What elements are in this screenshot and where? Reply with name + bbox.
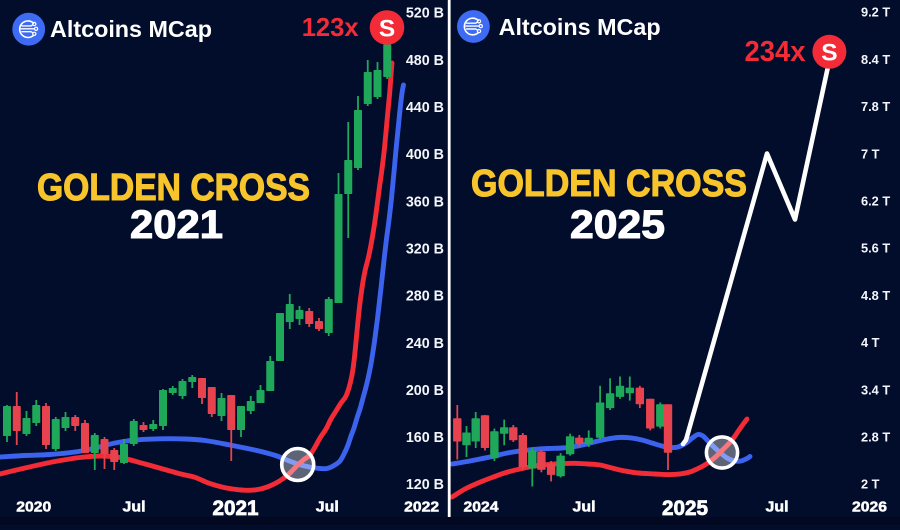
- svg-text:240 B: 240 B: [406, 336, 444, 352]
- svg-text:Jul: Jul: [123, 500, 146, 516]
- svg-text:S: S: [379, 15, 395, 42]
- svg-text:2021: 2021: [213, 496, 259, 520]
- svg-text:7 T: 7 T: [861, 146, 880, 161]
- svg-text:5.6 T: 5.6 T: [861, 241, 890, 256]
- svg-text:GOLDEN CROSS: GOLDEN CROSS: [471, 163, 747, 205]
- svg-text:2025: 2025: [570, 203, 665, 247]
- svg-text:7.8 T: 7.8 T: [861, 99, 890, 114]
- svg-text:2025: 2025: [662, 496, 708, 520]
- svg-text:6.2 T: 6.2 T: [861, 194, 890, 209]
- svg-text:4.8 T: 4.8 T: [861, 288, 890, 303]
- svg-text:234x: 234x: [745, 36, 806, 68]
- svg-text:3.4 T: 3.4 T: [861, 382, 890, 397]
- svg-text:280 B: 280 B: [406, 289, 444, 305]
- svg-text:Altcoins MCap: Altcoins MCap: [499, 14, 661, 40]
- svg-text:4 T: 4 T: [861, 335, 880, 350]
- svg-text:2 T: 2 T: [861, 477, 880, 492]
- svg-text:9.2 T: 9.2 T: [861, 5, 890, 20]
- svg-text:200 B: 200 B: [406, 383, 444, 399]
- svg-text:160 B: 160 B: [406, 430, 444, 446]
- svg-text:Altcoins MCap: Altcoins MCap: [50, 16, 212, 42]
- svg-text:400 B: 400 B: [406, 147, 444, 163]
- svg-text:440 B: 440 B: [406, 100, 444, 116]
- svg-text:320 B: 320 B: [406, 242, 444, 258]
- svg-text:123x: 123x: [302, 12, 360, 42]
- svg-text:2022: 2022: [404, 500, 439, 516]
- svg-text:360 B: 360 B: [406, 194, 444, 210]
- svg-text:2024: 2024: [464, 500, 499, 516]
- svg-text:2020: 2020: [16, 500, 51, 516]
- svg-text:8.4 T: 8.4 T: [861, 52, 890, 67]
- svg-text:2.8 T: 2.8 T: [861, 430, 890, 445]
- svg-text:520 B: 520 B: [406, 6, 444, 22]
- svg-text:2026: 2026: [852, 500, 887, 516]
- svg-text:Jul: Jul: [316, 500, 339, 516]
- svg-text:2021: 2021: [130, 203, 223, 247]
- svg-text:GOLDEN CROSS: GOLDEN CROSS: [37, 167, 310, 209]
- svg-text:Jul: Jul: [573, 500, 596, 516]
- svg-text:Jul: Jul: [766, 500, 789, 516]
- svg-text:S: S: [821, 40, 837, 67]
- svg-text:120 B: 120 B: [406, 477, 444, 493]
- svg-text:480 B: 480 B: [406, 53, 444, 69]
